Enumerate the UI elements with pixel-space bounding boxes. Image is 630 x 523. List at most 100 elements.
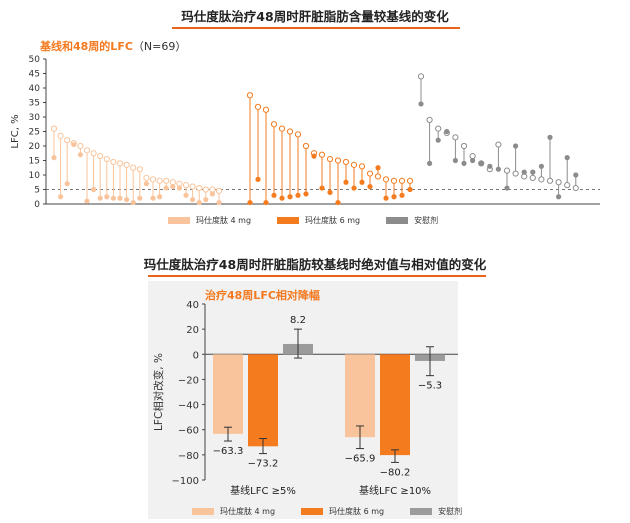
- week48-point: [327, 189, 333, 195]
- week48-point: [351, 185, 357, 191]
- week48-point: [279, 195, 285, 201]
- legend2-item-placebo: 安慰剂: [410, 506, 462, 517]
- week48-point: [137, 195, 143, 201]
- top-y-tick-label: 5: [34, 186, 40, 196]
- baseline-point: [246, 92, 254, 99]
- baseline-point: [77, 142, 84, 150]
- legend2-item-4mg: 玛仕度肽 4 mg: [192, 506, 275, 517]
- week48-point: [538, 163, 545, 169]
- baseline-point: [262, 106, 270, 113]
- week48-point: [359, 179, 365, 185]
- baseline-point: [334, 157, 342, 164]
- week48-point: [263, 199, 269, 206]
- baseline-point: [460, 142, 468, 150]
- baseline-point: [50, 125, 58, 132]
- baseline-point: [286, 128, 294, 135]
- week48-point: [383, 195, 389, 201]
- bottom-y-tick-label: −40: [178, 401, 199, 412]
- baseline-point: [294, 131, 302, 138]
- week48-point: [247, 199, 253, 206]
- baseline-point: [366, 170, 374, 177]
- week48-point: [71, 141, 77, 148]
- baseline-point: [278, 125, 286, 132]
- bar-value-label: −5.3: [418, 381, 442, 392]
- bottom-y-tick-label: 0: [193, 350, 199, 361]
- baseline-point: [189, 183, 196, 190]
- baseline-point: [538, 176, 545, 183]
- week48-point: [77, 152, 83, 158]
- bar-value-label: 8.2: [290, 315, 306, 326]
- week48-point: [84, 198, 90, 204]
- bottom-y-axis-label: LFC相对改变, %: [152, 353, 165, 431]
- top-y-axis-label: LFC, %: [10, 114, 21, 148]
- legend2-label-6mg: 玛仕度肽 6 mg: [329, 507, 385, 516]
- baseline-point: [116, 160, 124, 167]
- legend-item-6mg: 玛仕度肽 6 mg: [277, 215, 360, 226]
- week48-point: [271, 192, 277, 198]
- week48-point: [157, 194, 163, 200]
- baseline-point: [64, 137, 71, 144]
- baseline-point: [555, 179, 562, 186]
- week48-point: [375, 165, 381, 171]
- baseline-point: [406, 177, 414, 184]
- bottom-title-underline: [148, 275, 486, 277]
- legend2-swatch-4mg: [192, 508, 214, 515]
- legend2-swatch-6mg: [301, 508, 324, 515]
- baseline-point: [123, 161, 130, 168]
- week48-point: [287, 194, 293, 200]
- baseline-point: [143, 174, 150, 181]
- bar-value-label: −73.2: [248, 459, 279, 470]
- top-title-underline: [172, 27, 460, 29]
- baseline-point: [417, 73, 425, 80]
- week48-point: [367, 184, 373, 190]
- top-y-tick-label: 0: [34, 200, 40, 210]
- week48-point: [478, 160, 484, 166]
- baseline-point: [302, 142, 310, 150]
- week48-point: [117, 195, 123, 201]
- week48-point: [303, 191, 309, 197]
- week48-point: [427, 160, 433, 166]
- legend2-label-4mg: 玛仕度肽 4 mg: [220, 507, 276, 516]
- baseline-point: [503, 167, 511, 174]
- legend2-swatch-placebo: [410, 508, 433, 515]
- week48-point: [452, 157, 458, 164]
- top-legend: 玛仕度肽 4 mg 玛仕度肽 6 mg 安慰剂: [168, 215, 438, 226]
- week48-point: [163, 185, 169, 191]
- week48-point: [418, 101, 424, 107]
- bottom-y-tick-label: 20: [186, 325, 199, 336]
- legend-item-4mg: 玛仕度肽 4 mg: [168, 215, 251, 226]
- baseline-point: [57, 132, 64, 139]
- legend-swatch-placebo: [386, 217, 409, 224]
- week48-point: [504, 185, 510, 191]
- week48-point: [335, 199, 341, 206]
- week48-point: [110, 195, 116, 201]
- baseline-point: [452, 134, 459, 141]
- legend-label-6mg: 玛仕度肽 6 mg: [305, 216, 361, 225]
- legend2-label-placebo: 安慰剂: [438, 507, 463, 516]
- top-y-tick-label: 15: [29, 157, 40, 167]
- baseline-point: [156, 177, 163, 184]
- baseline-point: [390, 177, 398, 184]
- baseline-point: [136, 166, 143, 173]
- baseline-point: [342, 158, 350, 166]
- baseline-point: [572, 184, 579, 192]
- week48-point: [399, 192, 405, 198]
- week48-point: [216, 199, 222, 206]
- bar: [345, 354, 375, 438]
- legend-item-placebo: 安慰剂: [386, 215, 438, 226]
- week48-point: [530, 169, 536, 175]
- week48-point: [391, 194, 397, 200]
- legend-swatch-4mg: [168, 217, 190, 224]
- baseline-point: [495, 141, 502, 148]
- week48-point: [130, 199, 136, 206]
- week48-point: [556, 194, 562, 200]
- baseline-point: [435, 125, 442, 132]
- week48-point: [319, 185, 325, 191]
- baseline-point: [270, 121, 278, 128]
- top-subtitle-text: 基线和48周的LFC: [40, 40, 133, 53]
- top-subtitle-n: （N=69）: [132, 40, 187, 53]
- week48-point: [58, 194, 64, 200]
- top-y-tick-label: 20: [29, 142, 41, 152]
- baseline-point: [215, 187, 223, 195]
